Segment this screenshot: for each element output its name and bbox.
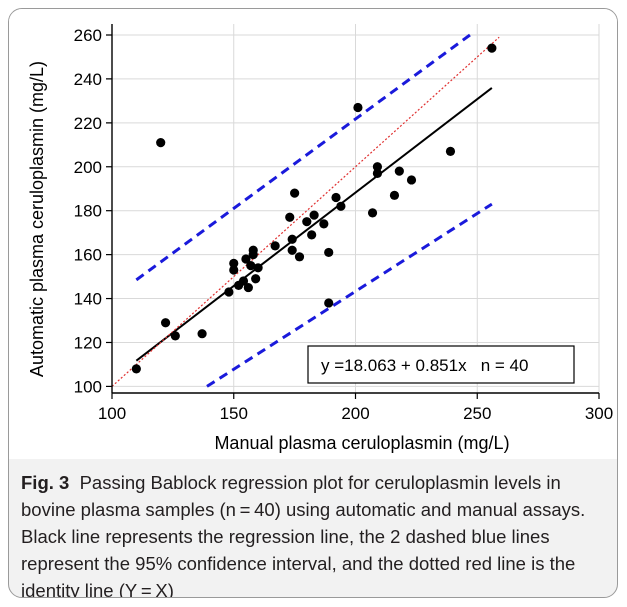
data-point: [253, 263, 263, 273]
y-tick-label: 100: [74, 377, 102, 396]
data-point: [319, 219, 329, 229]
grid: [112, 24, 600, 393]
data-point: [131, 364, 141, 374]
data-point: [367, 208, 378, 218]
data-point: [394, 166, 404, 176]
plot-area: 100 150 200 250 300 100 120 140 160 180 200 220 240 2…: [9, 9, 617, 459]
data-point: [241, 254, 251, 264]
y-tick-label: 120: [74, 333, 102, 352]
data-point: [372, 162, 383, 172]
y-tick-label: 220: [74, 114, 102, 133]
y-axis-label: Automatic plasma ceruloplasmin (mg/L): [27, 61, 47, 377]
y-tick-label: 200: [74, 158, 102, 177]
figure-caption: Fig. 3 Passing Bablock regression plot f…: [21, 469, 603, 598]
data-point: [287, 234, 297, 244]
data-point: [487, 43, 497, 53]
y-tick-label: 140: [74, 290, 102, 309]
y-tick-label: 160: [74, 246, 102, 265]
data-point: [156, 138, 166, 148]
data-point: [406, 175, 417, 185]
data-point: [238, 276, 249, 286]
data-point: [302, 217, 312, 227]
x-tick-label: 300: [585, 404, 613, 423]
data-point: [307, 230, 317, 240]
x-axis-label: Manual plasma ceruloplasmin (mg/L): [214, 433, 509, 453]
caption-figure-label: Fig. 3: [21, 472, 70, 493]
data-point: [224, 287, 234, 297]
ci-lower-line: [206, 202, 493, 388]
equation-label: y =18.063 + 0.851x n = 40: [321, 356, 528, 375]
data-point: [248, 245, 258, 255]
equation-box-border: [307, 345, 575, 384]
ci-upper-line: [135, 33, 471, 282]
data-point: [243, 282, 253, 293]
data-point: [160, 318, 171, 328]
data-point: [324, 247, 334, 258]
data-point: [197, 329, 207, 339]
chart-lines: [111, 33, 500, 388]
data-point: [270, 241, 280, 251]
data-point: [372, 168, 383, 178]
data-point: [353, 102, 363, 113]
data-point: [336, 201, 346, 211]
data-point: [287, 245, 297, 255]
data-point: [229, 258, 239, 269]
data-point: [445, 146, 456, 156]
x-tick-label: 150: [220, 404, 248, 423]
x-tick-label: 100: [98, 404, 126, 423]
data-point: [251, 274, 261, 284]
data-point: [170, 331, 180, 341]
data-point: [246, 261, 256, 271]
data-point: [285, 212, 295, 222]
data-point: [331, 192, 341, 203]
identity-line: [111, 36, 500, 387]
regression-line: [135, 87, 493, 362]
equation-box: y =18.063 + 0.851x n = 40: [307, 345, 575, 384]
figure-card: 100 150 200 250 300 100 120 140 160 180 200 220 240 2…: [8, 8, 618, 598]
data-point: [294, 252, 305, 262]
data-point: [229, 265, 239, 275]
data-point: [290, 188, 300, 198]
data-point: [324, 298, 334, 308]
tick-labels: 100 150 200 250 300 100 120 140 160 180 200 220 240 2…: [74, 26, 614, 423]
caption-text: Passing Bablock regression plot for ceru…: [21, 472, 586, 598]
data-points: [131, 43, 497, 374]
y-tick-label: 180: [74, 202, 102, 221]
data-point: [389, 190, 400, 200]
x-tick-label: 200: [341, 404, 369, 423]
y-tick-label: 260: [74, 26, 102, 45]
data-point: [309, 210, 319, 220]
x-tick-label: 250: [463, 404, 491, 423]
regression-chart: 100 150 200 250 300 100 120 140 160 180 200 220 240 2…: [27, 24, 614, 453]
y-tick-label: 240: [74, 70, 102, 89]
